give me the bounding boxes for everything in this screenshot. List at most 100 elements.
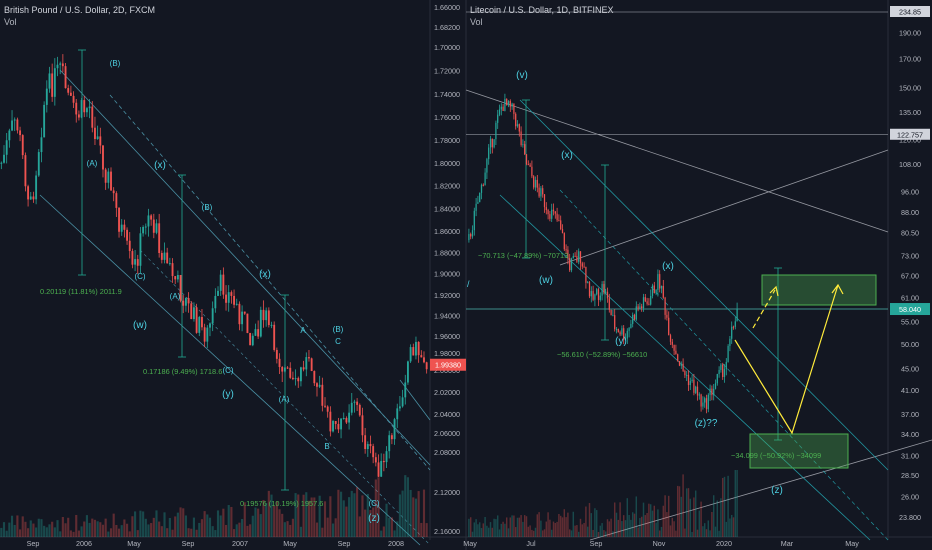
left-volume-bar xyxy=(388,517,391,537)
left-y-tick-label: 1.86000 xyxy=(434,227,460,236)
right-volume-bar xyxy=(543,529,546,537)
left-volume-bar xyxy=(299,526,303,537)
left-candle-body xyxy=(412,347,415,356)
right-candle-body xyxy=(579,251,582,264)
right-volume-bar xyxy=(567,512,569,537)
right-candle-body xyxy=(585,266,587,283)
left-candle-body xyxy=(144,226,147,228)
left-volume-bar xyxy=(406,477,410,537)
left-candle-body xyxy=(134,259,137,265)
right-candle-body xyxy=(563,233,565,250)
left-candle-body xyxy=(270,324,273,326)
right-volume-bar xyxy=(669,525,672,537)
right-volume-bar xyxy=(648,503,650,537)
right-price-badge-bg xyxy=(890,303,930,316)
left-candle-body xyxy=(96,136,99,140)
left-volume-bar xyxy=(200,519,204,537)
right-wave-label: (y) xyxy=(615,336,627,347)
left-candle-body xyxy=(8,130,11,141)
left-candle-body xyxy=(353,401,356,403)
left-volume-bar xyxy=(315,522,319,537)
right-wave-label: (z)?? xyxy=(695,418,718,429)
right-resistance-line xyxy=(465,89,889,233)
right-volume-bar xyxy=(617,519,620,537)
left-candle-body xyxy=(297,378,300,382)
left-candle-body xyxy=(107,171,110,183)
left-wave-label: (y) xyxy=(222,389,234,400)
right-candle-body xyxy=(655,289,657,293)
left-volume-bar xyxy=(270,494,273,537)
left-volume-bar xyxy=(339,491,343,537)
right-candle-body xyxy=(698,394,700,396)
left-volume-bar xyxy=(211,526,214,537)
right-volume-bar xyxy=(536,514,539,537)
left-y-tick-label: 2.06000 xyxy=(434,429,460,438)
right-y-tick-label: 55.00 xyxy=(901,318,919,327)
right-candle-body xyxy=(642,297,645,309)
left-volume-bar xyxy=(350,490,353,537)
left-volume-bar xyxy=(99,522,102,537)
right-volume-bar xyxy=(700,501,702,537)
right-volume-bar xyxy=(513,515,515,537)
right-candle-body xyxy=(630,323,632,329)
right-channel-mid xyxy=(559,189,889,541)
left-candle-body xyxy=(334,420,337,424)
left-candle-body xyxy=(206,327,209,342)
left-y-tick-label: 2.02000 xyxy=(434,388,460,397)
right-volume-bar xyxy=(484,516,486,537)
left-volume-bar xyxy=(422,489,426,537)
right-volume-bar xyxy=(478,522,481,537)
left-volume-bar xyxy=(5,530,8,537)
right-candle-body xyxy=(581,263,583,267)
left-volume-bar xyxy=(348,497,351,537)
right-candle-body xyxy=(587,282,589,284)
left-volume-bar xyxy=(75,514,78,537)
left-candle-body xyxy=(193,307,195,320)
right-volume-bar xyxy=(565,517,567,537)
left-volume-bar xyxy=(364,509,367,537)
left-candle-body xyxy=(214,295,217,309)
left-y-tick-label: 1.90000 xyxy=(434,270,460,279)
left-volume-bar xyxy=(323,501,327,537)
right-candle-body xyxy=(536,179,538,188)
right-candle-body xyxy=(498,109,501,115)
right-candle-body xyxy=(628,328,630,331)
right-volume-bar xyxy=(736,470,738,537)
left-volume-bar xyxy=(69,530,72,537)
left-candle-body xyxy=(233,295,235,305)
left-candle-body xyxy=(158,223,161,254)
right-volume-bar xyxy=(570,530,573,537)
left-volume-bar xyxy=(109,528,113,537)
right-y-tick-label: 41.00 xyxy=(901,386,919,395)
right-volume-bar xyxy=(693,497,695,537)
left-wave-label: A xyxy=(300,326,306,335)
right-volume-bar xyxy=(529,525,531,537)
right-candle-body xyxy=(621,328,623,335)
right-volume-bar xyxy=(631,512,634,537)
left-candle-body xyxy=(342,418,345,420)
right-volume-bar xyxy=(538,512,540,537)
left-candle-body xyxy=(24,155,27,187)
left-candle-body xyxy=(380,460,383,477)
right-y-tick-label: 28.50 xyxy=(901,471,919,480)
right-candle-body xyxy=(560,220,562,230)
right-candle-body xyxy=(723,369,726,378)
right-candle-body xyxy=(588,282,591,297)
left-candle-body xyxy=(420,355,423,358)
left-y-tick-label: 1.82000 xyxy=(434,182,460,191)
right-candle-body xyxy=(614,315,616,330)
right-candle-body xyxy=(729,338,731,346)
right-candle-body xyxy=(641,306,643,309)
left-candle-body xyxy=(409,347,412,362)
right-volume-bar xyxy=(676,485,679,537)
right-y-tick-label: 108.00 xyxy=(899,160,921,169)
left-candle-body xyxy=(182,300,185,306)
right-candle-body xyxy=(650,295,652,305)
left-candle-body xyxy=(423,357,425,363)
left-volume-bar xyxy=(390,517,393,537)
left-x-tick-label: May xyxy=(283,539,297,548)
left-volume-bar xyxy=(37,518,40,537)
right-candle-body xyxy=(549,214,551,219)
